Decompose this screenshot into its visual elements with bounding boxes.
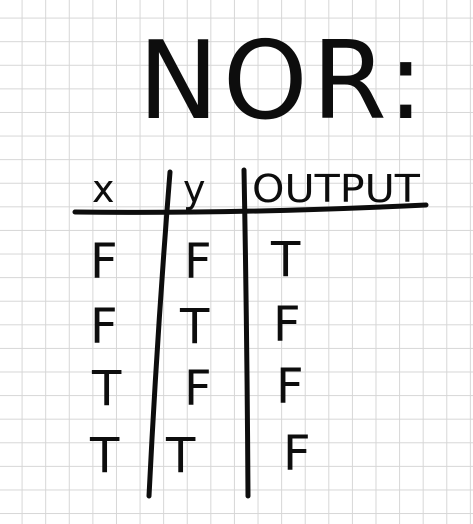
table-row-1: F F T — [90, 232, 301, 290]
row-2-x-cell: F — [90, 299, 118, 355]
header-underline — [72, 202, 429, 215]
column-header-output: OUTPUT — [252, 167, 421, 211]
row-1-y-cell: F — [184, 234, 212, 290]
row-4-x-cell: T — [89, 428, 120, 484]
row-1-x-cell: F — [90, 234, 118, 290]
column-header-x: x — [92, 167, 115, 211]
column-divider-1 — [146, 169, 173, 499]
row-4-y-cell: T — [165, 428, 196, 484]
row-4-output-cell: F — [283, 426, 311, 482]
column-header-y: y — [183, 167, 206, 211]
table-row-4: T T F — [89, 426, 311, 484]
row-2-y-cell: T — [179, 299, 210, 355]
row-3-x-cell: T — [91, 361, 122, 417]
column-divider-2 — [241, 167, 251, 499]
row-3-output-cell: F — [276, 359, 304, 415]
row-2-output-cell: F — [273, 297, 301, 353]
row-1-output-cell: T — [270, 232, 301, 288]
table-title: NOR: — [138, 19, 428, 144]
table-row-3: T F F — [91, 359, 304, 417]
row-3-y-cell: F — [184, 361, 212, 417]
table-row-2: F T F — [90, 297, 301, 355]
